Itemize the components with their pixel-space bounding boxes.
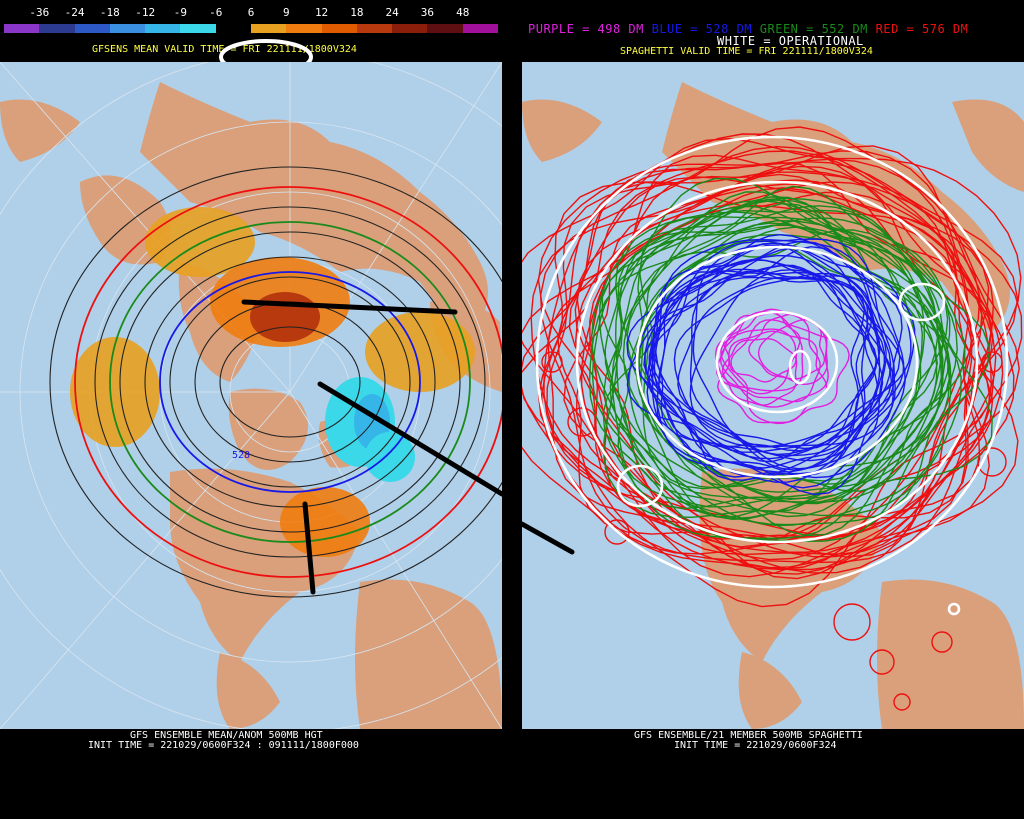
scale-label: 18: [350, 6, 364, 19]
ensemble-member-contour: [522, 150, 1019, 571]
scale-label: 36: [420, 6, 435, 19]
scale-label: 12: [314, 6, 329, 19]
contour-576: [74, 186, 502, 578]
scale-label: 6: [247, 6, 255, 19]
scale-swatch: [215, 24, 251, 33]
scale-swatch: [392, 24, 428, 33]
ensemble-member-contour: [640, 220, 944, 493]
ensemble-member-cell: [893, 693, 911, 711]
mean-footer-init: INIT TIME = 221029/0600F324 : 091111/180…: [88, 740, 359, 751]
ensemble-member-contour: [692, 242, 912, 447]
spaghetti-footer-title: GFS ENSEMBLE/21 MEMBER 500MB SPAGHETTI: [634, 730, 863, 741]
scale-swatch: [462, 24, 498, 33]
ensemble-member-contour: [677, 276, 884, 457]
ensemble-member-contour: [730, 319, 850, 425]
scale-label: -6: [209, 6, 223, 19]
ensemble-member-cell: [833, 603, 871, 641]
contour-528: [159, 271, 421, 493]
spaghetti-valid-time: SPAGHETTI VALID TIME = FRI 221111/1800V3…: [620, 46, 873, 57]
ensemble-member-contour: [522, 181, 981, 608]
annotation-lines: [241, 299, 502, 595]
ensemble-member-contour: [540, 133, 1015, 555]
scale-swatch: [427, 24, 463, 33]
scale-swatch: [74, 24, 110, 33]
scale-swatch: [180, 24, 216, 33]
ensemble-member-cell: [981, 351, 1003, 373]
anomaly-color-scale: [4, 24, 498, 33]
scale-swatch: [286, 24, 322, 33]
ensemble-member-contour: [689, 269, 896, 448]
scale-label: -9: [173, 6, 188, 19]
ensemble-member-contour: [716, 308, 821, 403]
scale-label: -36: [29, 6, 50, 19]
scale-swatch: [39, 24, 75, 33]
scale-label: -18: [99, 6, 120, 19]
scale-swatch: [4, 24, 40, 33]
scale-label: 48: [456, 6, 470, 19]
scale-swatch: [321, 24, 357, 33]
spaghetti-footer-init: INIT TIME = 221029/0600F324: [674, 740, 837, 751]
ensemble-mean-panel: -36 -24 -18 -12 -9 -6 6 9 12 18 24 36 48 GFSENS MEAN…: [0, 0, 502, 819]
ensemble-member-contour: [588, 222, 943, 543]
spaghetti-panel: PURPLE = 498 DM BLUE = 528 DM GREEN = 55…: [522, 0, 1024, 819]
spaghetti-map: [522, 62, 1024, 729]
legend-purple: PURPLE = 498 DM: [528, 22, 644, 36]
scale-label: 9: [282, 6, 290, 19]
mean-anomaly-map: 528: [0, 62, 502, 729]
scale-label: -24: [64, 6, 85, 19]
spaghetti-legend: PURPLE = 498 DM BLUE = 528 DM GREEN = 55…: [528, 22, 968, 36]
ensemble-member-contour: [622, 229, 944, 537]
spaghetti-map-graphic: [522, 82, 1024, 729]
ensemble-member-contour: [658, 258, 877, 454]
ensemble-member-contour: [638, 239, 938, 521]
ensemble-member-cell: [931, 631, 953, 653]
height-contours: [49, 166, 502, 598]
mean-map-graphic: 528: [0, 62, 502, 729]
ensemble-member-contour: [522, 145, 990, 580]
panel-divider: [502, 0, 522, 819]
ensemble-member-contour: [648, 238, 896, 456]
ensemble-member-contour: [611, 196, 951, 510]
legend-blue: BLUE = 528 DM: [651, 22, 753, 36]
ensemble-member-contour: [715, 311, 804, 392]
ensemble-member-contour: [547, 154, 973, 548]
contour-552: [109, 221, 471, 543]
mean-valid-time: GFSENS MEAN VALID TIME = FRI 221111/1800…: [92, 44, 357, 55]
ensemble-member-cell: [869, 649, 895, 675]
ensemble-member-cell: [604, 519, 630, 545]
ensemble-member-contour: [602, 215, 993, 540]
ensemble-member-cell: [977, 447, 1007, 477]
ensemble-member-contour: [522, 137, 1022, 578]
contour-label: 528: [232, 450, 250, 461]
scale-label: 24: [385, 6, 399, 19]
ensemble-member-contour: [575, 187, 991, 556]
legend-green: GREEN = 552 DM: [759, 22, 868, 36]
ensemble-member-contour: [537, 161, 1019, 561]
ensemble-member-contour: [647, 238, 901, 460]
ensemble-member-contour: [568, 179, 993, 539]
ensemble-member-contour: [590, 199, 926, 499]
scale-label: -12: [135, 6, 156, 19]
ensemble-member-contour: [689, 275, 905, 471]
ensemble-member-contour: [656, 247, 906, 479]
operational-contours: [535, 135, 1009, 616]
ensemble-member-cell: [567, 407, 597, 437]
legend-white: WHITE = OPERATIONAL: [717, 34, 864, 48]
ensemble-member-contour: [720, 328, 797, 395]
ensemble-member-cell: [541, 351, 563, 373]
scale-swatch: [109, 24, 146, 33]
anomaly-scale-labels: -36 -24 -18 -12 -9 -6 6 9 12 18 24 36 48: [0, 6, 502, 20]
ensemble-member-contour: [626, 242, 873, 462]
ensemble-member-contour: [530, 158, 972, 574]
scale-swatch: [356, 24, 393, 33]
ensemble-member-contour: [644, 264, 885, 483]
legend-red: RED = 576 DM: [875, 22, 969, 36]
scale-swatch: [250, 24, 287, 33]
mean-footer-title: GFS ENSEMBLE MEAN/ANOM 500MB HGT: [130, 730, 323, 741]
annotation-line: [522, 521, 575, 555]
ensemble-member-contour: [603, 191, 939, 489]
scale-swatch: [145, 24, 181, 33]
